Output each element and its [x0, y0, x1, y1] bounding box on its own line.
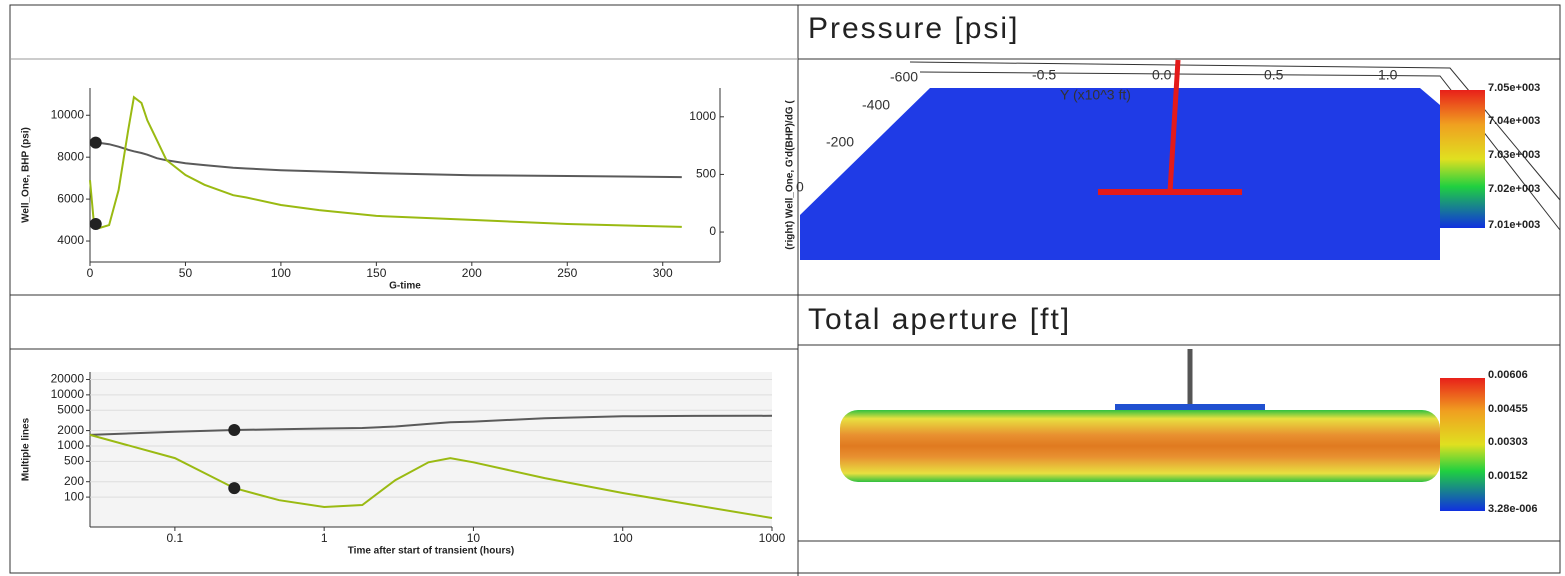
colorbar	[1440, 378, 1485, 511]
y-tick-label: 200	[64, 474, 84, 488]
x-tick-label: 0.1	[167, 531, 184, 545]
pressure-surface	[800, 88, 1440, 260]
x-tick-label: 1	[321, 531, 328, 545]
x-tick-label: 100	[271, 266, 291, 280]
colorbar-label: 7.03e+003	[1488, 149, 1540, 161]
y-tick-label: 8000	[57, 149, 84, 163]
colorbar-label: 0.00606	[1488, 369, 1528, 381]
plot-area	[90, 372, 772, 527]
colorbar-label: 0.00303	[1488, 436, 1528, 448]
y-tick-label: 6000	[57, 191, 84, 205]
cursor-marker	[89, 218, 102, 231]
axis-label: 0.0	[1152, 67, 1172, 83]
bbox-edge	[909, 61, 1561, 201]
colorbar-label: 7.01e+003	[1488, 219, 1540, 231]
y-tick-label: 20000	[51, 372, 85, 386]
y-tick-label: 100	[64, 489, 84, 503]
x-tick-label: 300	[653, 266, 673, 280]
axis-label: -400	[862, 97, 890, 113]
axis-label: 0.5	[1264, 67, 1284, 83]
x-tick-label: 50	[179, 266, 193, 280]
frame	[9, 4, 1561, 574]
y2-tick-label: 1000	[689, 109, 716, 123]
fracture-top	[1115, 404, 1265, 410]
series-line	[89, 433, 773, 519]
colorbar	[1440, 90, 1485, 228]
cursor-marker	[228, 424, 241, 437]
x-tick-label: 1000	[759, 531, 786, 545]
x-tick-label: 100	[613, 531, 633, 545]
axis-label: Y (x10^3 ft)	[1060, 87, 1131, 103]
y2-tick-label: 0	[709, 224, 716, 238]
series-line	[89, 414, 773, 436]
series-line	[90, 141, 682, 179]
colorbar-label: 0.00152	[1488, 470, 1528, 482]
y-tick-label: 1000	[57, 438, 84, 452]
colorbar-label: 7.05e+003	[1488, 82, 1540, 94]
aperture-field	[840, 410, 1440, 482]
view-title: Total aperture [ft]	[808, 303, 1071, 336]
colorbar-label: 7.04e+003	[1488, 115, 1540, 127]
y-tick-label: 4000	[57, 233, 84, 247]
y-tick-label: 10000	[51, 387, 85, 401]
x-tick-label: 150	[366, 266, 386, 280]
axis-label: 0	[796, 179, 804, 195]
x-tick-label: 250	[557, 266, 577, 280]
series-line	[89, 95, 682, 230]
x-axis-label: Time after start of transient (hours)	[348, 546, 515, 557]
axis-label: 1.0	[1378, 67, 1398, 83]
y-axis-label: Well_One, BHP (psi)	[21, 127, 32, 223]
x-tick-label: 200	[462, 266, 482, 280]
y2-axis-label: (right) Well_One, G'd(BHP)/dG (	[785, 100, 796, 250]
cursor-marker	[228, 482, 241, 495]
y-tick-label: 2000	[57, 423, 84, 437]
colorbar-label: 0.00455	[1488, 403, 1528, 415]
bbox-edge	[919, 71, 1561, 231]
x-axis-label: G-time	[389, 281, 421, 292]
colorbar-label: 3.28e-006	[1488, 503, 1538, 515]
axis-label: -600	[890, 69, 918, 85]
axis-label: -200	[826, 134, 854, 150]
y-tick-label: 5000	[57, 402, 84, 416]
view-title: Pressure [psi]	[808, 12, 1019, 45]
colorbar-label: 7.02e+003	[1488, 183, 1540, 195]
y-tick-label: 500	[64, 454, 84, 468]
y-tick-label: 10000	[51, 107, 85, 121]
y-axis-label: Multiple lines	[21, 417, 32, 481]
axis-label: -0.5	[1032, 67, 1056, 83]
y2-tick-label: 500	[696, 167, 716, 181]
x-tick-label: 0	[87, 266, 94, 280]
well	[1167, 59, 1181, 193]
cursor-marker	[89, 136, 102, 149]
x-tick-label: 10	[467, 531, 481, 545]
